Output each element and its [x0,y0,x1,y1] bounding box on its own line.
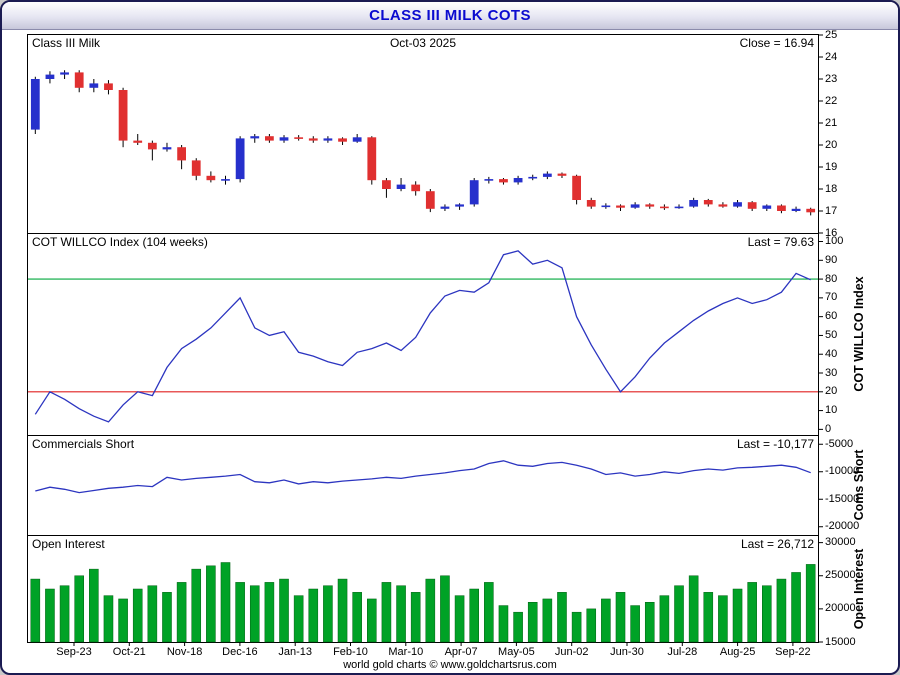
y-tick-label: 19 [825,160,838,173]
y-tick-label: 22 [825,94,838,107]
y-tick-label: 100 [825,235,844,247]
willco-panel-label: COT WILLCO Index (104 weeks) [32,235,208,249]
coms-short-panel-label: Commercials Short [32,437,135,451]
willco-line-plot [28,241,823,430]
y-tick-label: 50 [825,328,838,341]
open-interest-panel-last: Last = 26,712 [740,537,814,551]
y-tick-label: 10 [825,404,838,417]
price-panel-close: Close = 16.94 [739,36,814,50]
x-axis-label: Sep-23 [56,646,92,658]
y-tick-label: 70 [825,291,838,304]
y-tick-label: 20000 [825,602,856,615]
y-tick-label: 17 [825,204,838,217]
page-title: CLASS III MILK COTS [369,7,531,24]
y-tick-label: -15000 [825,492,860,505]
x-axis-labels: Sep-23 Oct-21 Nov-18 Dec-16 Jan-13 Feb-10 Mar-… [2,646,898,660]
x-axis-label: Mar-10 [388,646,424,658]
willco-axis-title: COT WILLCO Index [852,276,866,392]
y-tick-label: 20 [825,385,838,398]
open-interest-bar-plot [30,542,823,646]
y-tick-label: -20000 [825,520,860,533]
y-tick-label: 16 [825,226,838,239]
open-interest-axis-title: Open Interest [852,548,866,630]
y-tick-label: 15000 [825,635,856,648]
price-panel: Class III Milk Oct-03 2025 Close = 16.94 [27,34,823,234]
coms-short-line-plot [35,443,823,528]
x-axis-label: Jun-30 [610,646,644,658]
y-tick-label: 30 [825,366,838,379]
x-axis-label: Jul-28 [667,646,698,658]
x-axis-label: Apr-07 [444,646,478,658]
y-tick-label: -5000 [825,437,854,450]
x-axis-label: Jan-13 [278,646,313,658]
willco-panel-last: Last = 79.63 [747,235,814,249]
y-tick-label: 25 [825,28,838,41]
y-tick-label: 40 [825,347,838,360]
title-bar: CLASS III MILK COTS [2,2,898,30]
coms-short-panel: Commercials Short Last = -10,177 [27,435,823,536]
open-interest-panel-label: Open Interest [32,537,105,551]
y-tick-label: 20 [825,138,838,151]
price-panel-date: Oct-03 2025 [389,36,457,50]
y-tick-label: 60 [825,310,838,323]
y-tick-label: -10000 [825,465,860,478]
coms-short-panel-last: Last = -10,177 [736,437,814,451]
x-axis-label: Jun-02 [554,646,589,658]
x-axis-label: Oct-21 [112,646,146,658]
y-tick-label: 80 [825,272,838,285]
x-axis-label: Sep-22 [775,646,811,658]
x-axis-label: Nov-18 [166,646,203,658]
price-panel-label: Class III Milk [32,36,101,50]
candlestick-plot [30,34,823,234]
coms-short-axis-title: Coms Short [852,449,866,521]
y-tick-label: 24 [825,50,838,63]
y-tick-label: 0 [825,422,832,435]
y-tick-label: 21 [825,116,838,129]
y-tick-label: 23 [825,72,838,85]
y-tick-label: 18 [825,182,838,195]
y-tick-label: 30000 [825,536,856,549]
x-axis-label: Dec-16 [222,646,258,658]
open-interest-panel: Open Interest Last = 26,712 [27,535,823,646]
footer-credit: world gold charts © www.goldchartsrus.co… [343,659,557,671]
x-axis-label: Feb-10 [333,646,368,658]
y-tick-label: 25000 [825,569,856,582]
x-axis-label: May-05 [498,646,535,658]
y-tick-label: 90 [825,253,838,266]
x-axis-label: Aug-25 [719,646,756,658]
willco-panel: COT WILLCO Index (104 weeks) Last = 79.6… [27,233,823,436]
